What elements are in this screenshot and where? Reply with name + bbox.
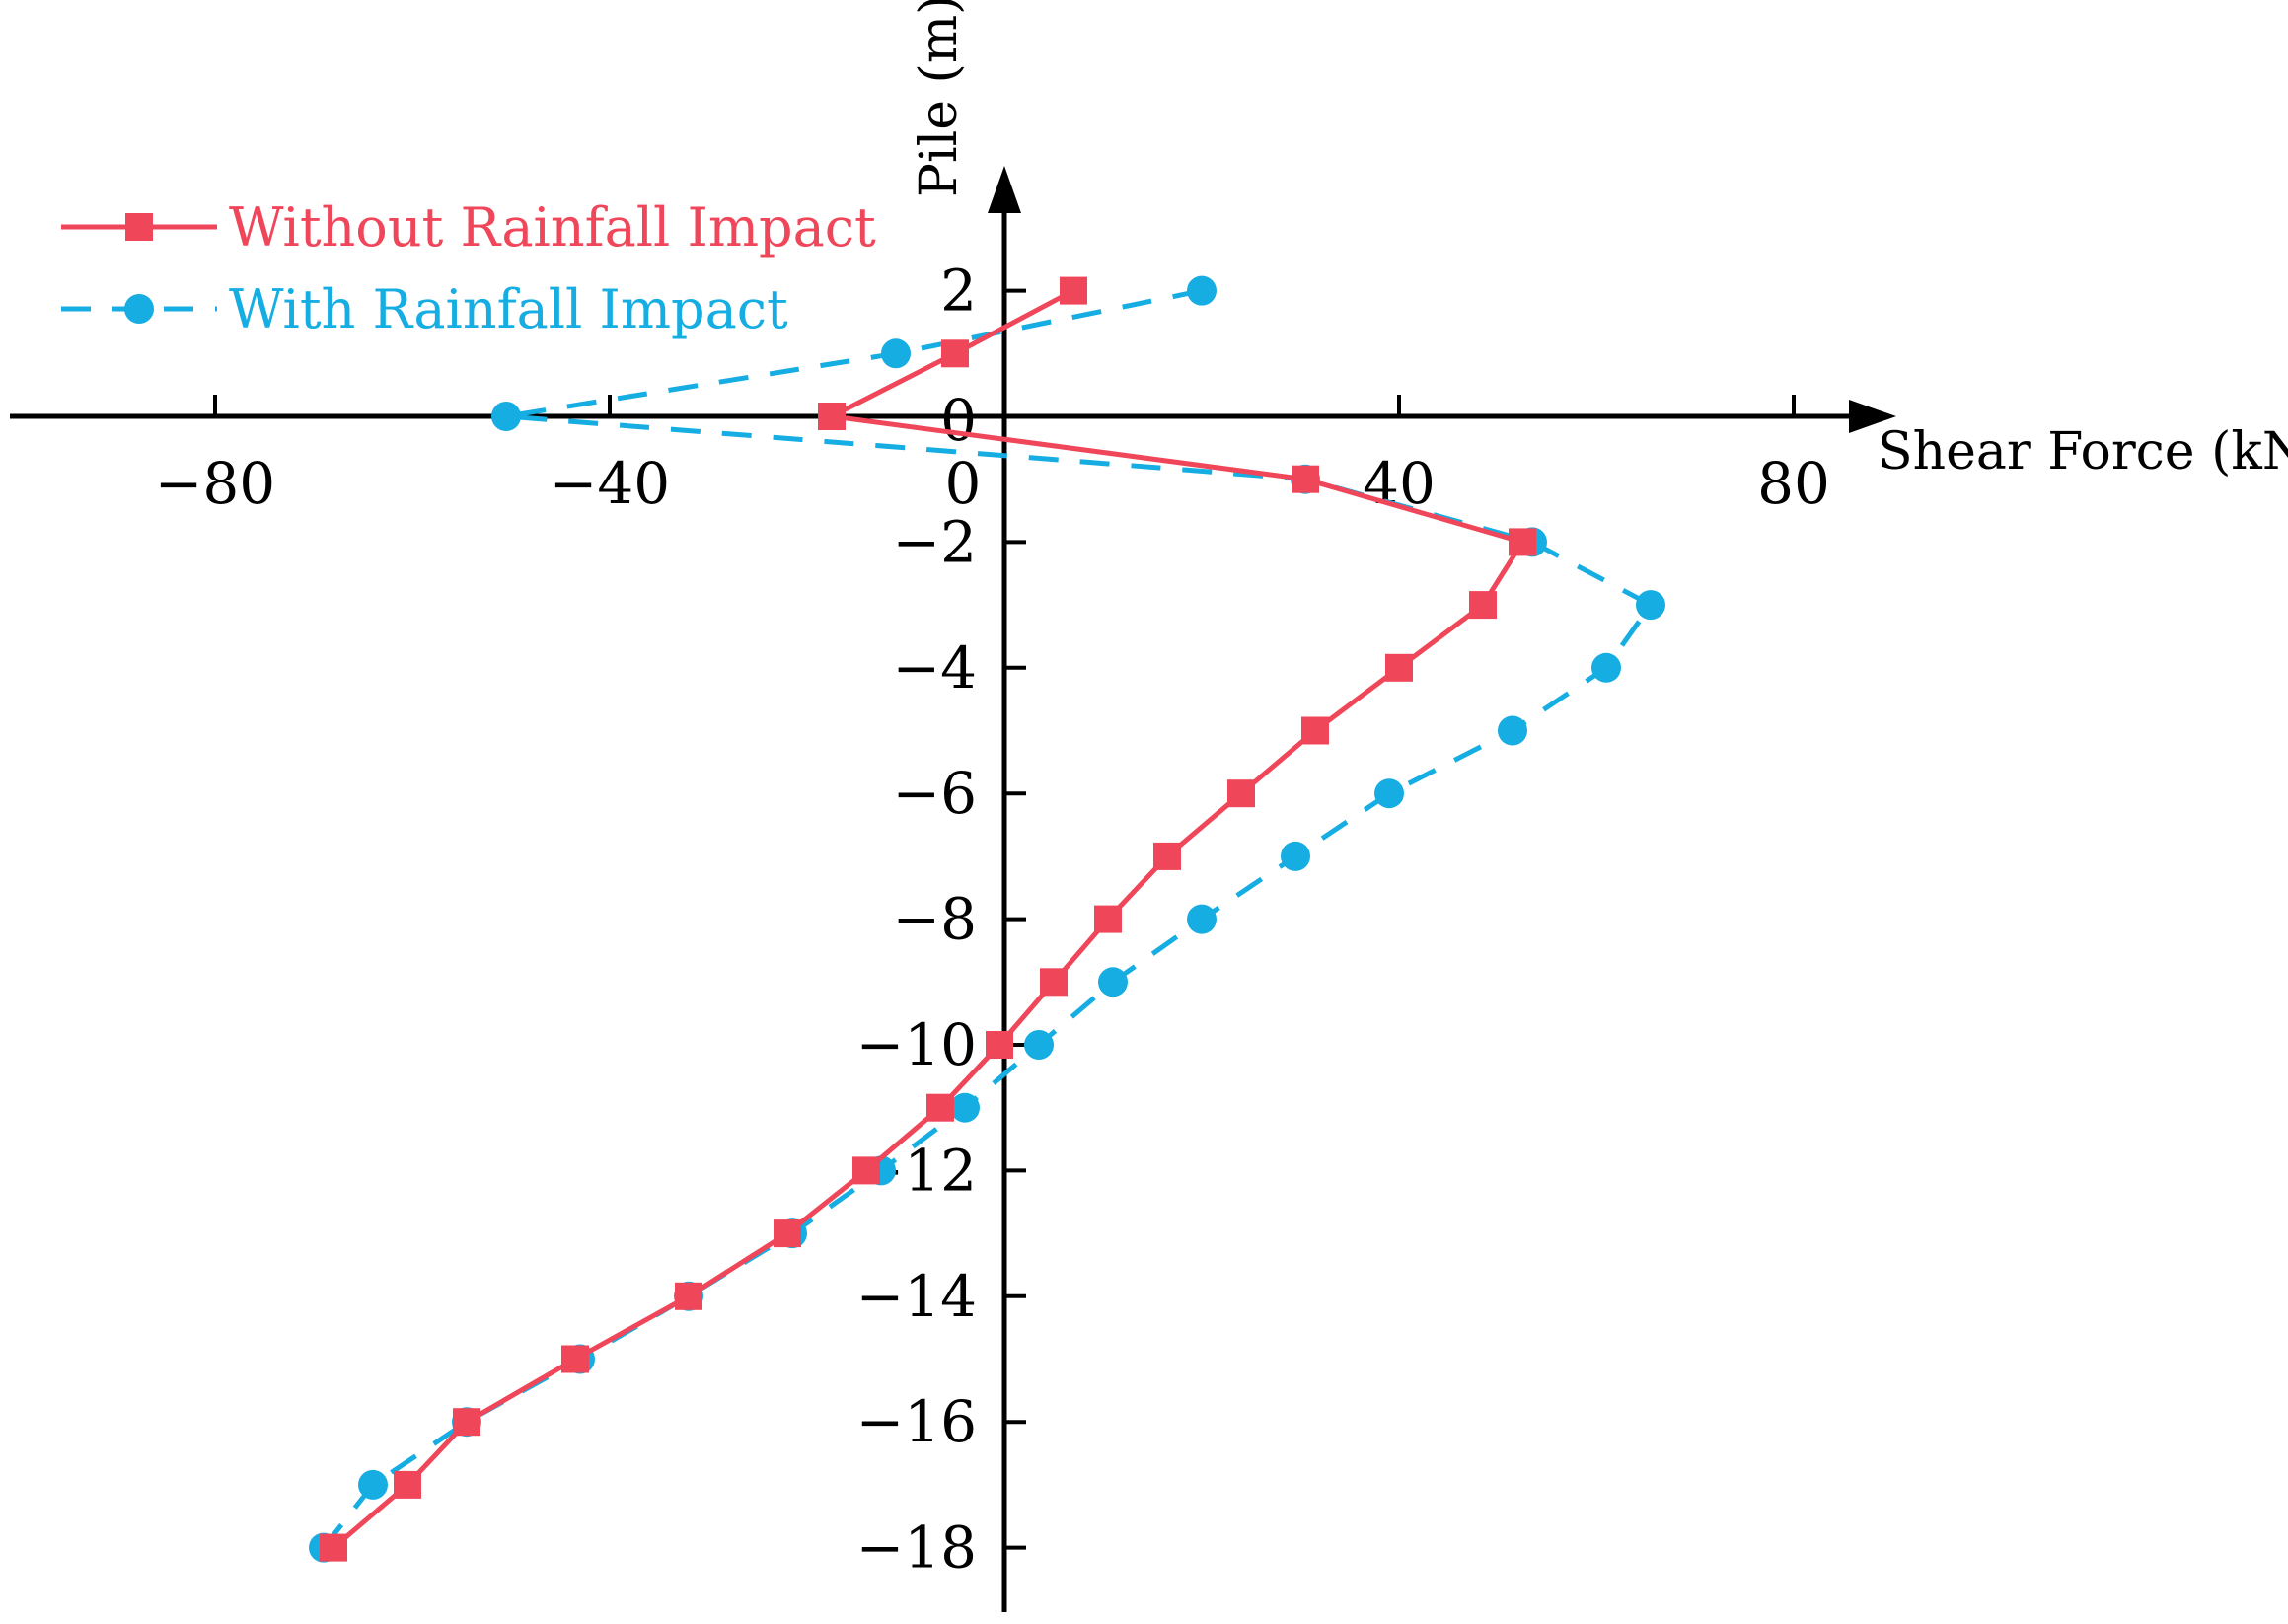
data-point-square — [675, 1282, 702, 1310]
series-layer — [309, 275, 1665, 1563]
data-point-circle — [1187, 275, 1217, 306]
data-point-square — [1292, 465, 1319, 493]
axes: −80 −40 0 40 80 20−2−4−6−8−10−12−14−16−18 Sh… — [10, 0, 2288, 1612]
data-point-square — [1060, 276, 1087, 305]
data-point-square — [320, 1533, 347, 1562]
x-tick-label: −40 — [550, 450, 670, 517]
y-tick-label: −4 — [893, 634, 978, 701]
y-tick-label: −18 — [856, 1514, 977, 1582]
data-point-circle — [1498, 715, 1527, 746]
legend-marker-square — [125, 213, 153, 241]
legend-label-without-rainfall: Without Rainfall Impact — [229, 196, 876, 258]
data-point-square — [926, 1093, 954, 1122]
y-tick-label: −16 — [856, 1388, 977, 1455]
data-point-circle — [1374, 778, 1404, 809]
y-tick-label: −6 — [893, 760, 978, 827]
data-point-square — [1509, 528, 1536, 556]
data-point-square — [774, 1219, 801, 1248]
data-point-circle — [1591, 652, 1621, 683]
legend-marker-circle — [124, 294, 154, 324]
series-line — [322, 288, 1654, 1550]
data-point-circle — [1098, 967, 1128, 997]
data-point-circle — [1636, 590, 1665, 621]
data-point-square — [453, 1408, 480, 1437]
data-point-square — [1040, 968, 1068, 997]
data-point-circle — [1281, 841, 1310, 871]
x-axis-arrow — [1849, 400, 1896, 433]
y-tick-label: −2 — [893, 508, 978, 575]
y-axis-arrow — [988, 166, 1021, 213]
y-ticks: 20−2−4−6−8−10−12−14−16−18 — [856, 258, 1026, 1582]
data-point-square — [941, 339, 969, 368]
data-point-square — [1301, 716, 1329, 745]
legend: Without Rainfall Impact With Rainfall Im… — [61, 196, 876, 340]
data-point-circle — [950, 1092, 980, 1123]
y-tick-label: 0 — [940, 387, 977, 454]
data-point-square — [1385, 653, 1413, 682]
y-tick-label: −8 — [893, 886, 978, 953]
series-without-rainfall — [320, 276, 1536, 1562]
data-point-square — [818, 403, 846, 430]
data-point-square — [1469, 591, 1497, 620]
y-tick-label: 2 — [940, 258, 977, 325]
x-axis-title: Shear Force (kN) — [1878, 422, 2288, 481]
data-point-square — [852, 1156, 880, 1185]
y-tick-label: −14 — [856, 1263, 977, 1330]
data-point-square — [986, 1031, 1013, 1059]
data-point-circle — [1187, 904, 1217, 934]
legend-label-with-rainfall: With Rainfall Impact — [229, 278, 788, 340]
data-point-square — [394, 1470, 421, 1499]
data-point-circle — [881, 338, 911, 369]
y-tick-label: −10 — [856, 1011, 977, 1078]
data-point-circle — [491, 402, 521, 431]
x-tick-label: 80 — [1757, 450, 1830, 517]
data-point-square — [1227, 779, 1255, 808]
x-ticks: −80 −40 0 40 80 — [155, 395, 1830, 517]
x-tick-label: −80 — [155, 450, 275, 517]
data-point-square — [561, 1345, 589, 1373]
data-point-circle — [358, 1469, 388, 1500]
x-tick-label: 0 — [945, 450, 982, 517]
data-point-square — [1153, 842, 1181, 870]
y-axis-title: Pile (m) — [910, 0, 969, 197]
series-with-rainfall — [309, 275, 1665, 1563]
data-point-circle — [1024, 1030, 1054, 1060]
data-point-square — [1094, 905, 1122, 933]
